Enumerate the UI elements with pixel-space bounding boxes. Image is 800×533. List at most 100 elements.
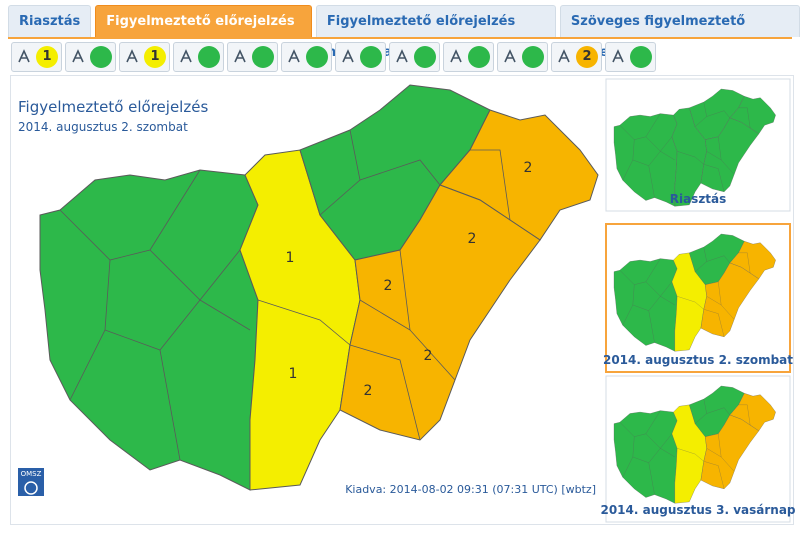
- icon-glyph: [288, 49, 300, 63]
- map-panel: [10, 75, 794, 525]
- zone-level: 1: [286, 250, 295, 266]
- county-border: [677, 448, 704, 462]
- icon-shape: [396, 49, 408, 63]
- county-zone: [700, 117, 760, 192]
- warning-badge: [306, 46, 328, 68]
- issued-note: Kiadva: 2014-08-02 09:31 (07:31 UTC) [wb…: [345, 483, 596, 496]
- icon-glyph: [612, 49, 624, 63]
- county-border: [359, 299, 411, 331]
- county-border: [359, 159, 441, 186]
- warning-icon[interactable]: [281, 42, 332, 72]
- icon-shape: [450, 49, 462, 63]
- warning-badge: [522, 46, 544, 68]
- warning-icon[interactable]: 2: [551, 42, 602, 72]
- county-border: [470, 149, 511, 221]
- warning-badge: [630, 46, 652, 68]
- icon-glyph: [342, 49, 354, 63]
- county-border: [619, 258, 661, 285]
- county-border: [706, 448, 722, 458]
- warning-badge: 1: [144, 46, 166, 68]
- county-border: [738, 107, 751, 129]
- logo-text: OMSZ: [21, 470, 42, 478]
- county-border: [645, 433, 673, 449]
- icon-shape: [18, 49, 30, 63]
- icon-shape: [288, 49, 300, 63]
- icon-shape: [612, 49, 624, 63]
- warning-icon[interactable]: [65, 42, 116, 72]
- county-border: [648, 165, 655, 198]
- warning-icon[interactable]: [443, 42, 494, 72]
- county-border: [645, 281, 673, 297]
- thumbnail-caption: 2014. augusztus 2. szombat: [603, 353, 793, 367]
- logo-mark: [24, 481, 38, 495]
- county-border: [648, 310, 655, 343]
- map-subtitle: 2014. augusztus 2. szombat: [18, 120, 188, 134]
- county-border: [59, 169, 201, 261]
- warning-badge: [414, 46, 436, 68]
- icon-shape: [72, 49, 84, 63]
- icon-shape: [504, 49, 516, 63]
- zone-level: 2: [524, 160, 533, 176]
- zone-level: 1: [289, 366, 298, 382]
- warning-badge: [468, 46, 490, 68]
- county-border: [703, 164, 725, 192]
- warning-icon[interactable]: [389, 42, 440, 72]
- county-border: [706, 296, 722, 306]
- icon-shape: [126, 49, 138, 63]
- county-border: [199, 299, 251, 331]
- county-border: [706, 110, 730, 119]
- county-border: [677, 296, 704, 310]
- warning-icon[interactable]: [335, 42, 386, 72]
- map-title: Figyelmeztető előrejelzés: [18, 98, 208, 116]
- warning-badge: 1: [36, 46, 58, 68]
- icon-glyph: [72, 49, 84, 63]
- icon-shape: [234, 49, 246, 63]
- tab-underline: [8, 37, 792, 39]
- county-border: [632, 448, 661, 463]
- icon-glyph: [396, 49, 408, 63]
- warning-badge: [198, 46, 220, 68]
- county-border: [706, 255, 730, 264]
- zone-level: 2: [384, 278, 393, 294]
- warning-icon[interactable]: [605, 42, 656, 72]
- warning-badge: [90, 46, 112, 68]
- county-zone: [700, 262, 760, 337]
- county-border: [703, 461, 725, 489]
- county-border: [257, 299, 351, 346]
- county-border: [706, 407, 730, 416]
- county-zone: [339, 184, 541, 441]
- county-border: [619, 113, 661, 140]
- icon-shape: [180, 49, 192, 63]
- map: [613, 385, 776, 504]
- county-border: [738, 404, 751, 426]
- county-border: [660, 151, 675, 161]
- warning-badge: [360, 46, 382, 68]
- county-zone: [700, 414, 760, 489]
- icon-glyph: [558, 49, 570, 63]
- map: 1 1 2 2 2 2 2: [39, 84, 599, 491]
- icon-glyph: [18, 49, 30, 63]
- map: [613, 233, 776, 352]
- zone-level: 2: [364, 383, 373, 399]
- thumbnail-caption: Riasztás: [670, 192, 727, 206]
- icon-glyph: [234, 49, 246, 63]
- warning-icon[interactable]: 1: [11, 42, 62, 72]
- icon-glyph: [180, 49, 192, 63]
- icon-shape: [342, 49, 354, 63]
- county-border: [619, 410, 661, 437]
- warning-icon-bar: 1 1 2: [11, 42, 656, 72]
- county-border: [660, 296, 675, 306]
- zone-level: 2: [424, 348, 433, 364]
- icon-glyph: [450, 49, 462, 63]
- warning-icon[interactable]: 1: [119, 42, 170, 72]
- county-border: [706, 151, 722, 161]
- county-border: [632, 296, 661, 311]
- tab[interactable]: Riasztás: [8, 5, 92, 37]
- warning-icon[interactable]: [173, 42, 224, 72]
- warning-icon[interactable]: [497, 42, 548, 72]
- county-border: [660, 448, 675, 458]
- warning-icon[interactable]: [227, 42, 278, 72]
- warning-badge: 2: [576, 46, 598, 68]
- county-border: [349, 344, 421, 441]
- zone-level: 2: [468, 231, 477, 247]
